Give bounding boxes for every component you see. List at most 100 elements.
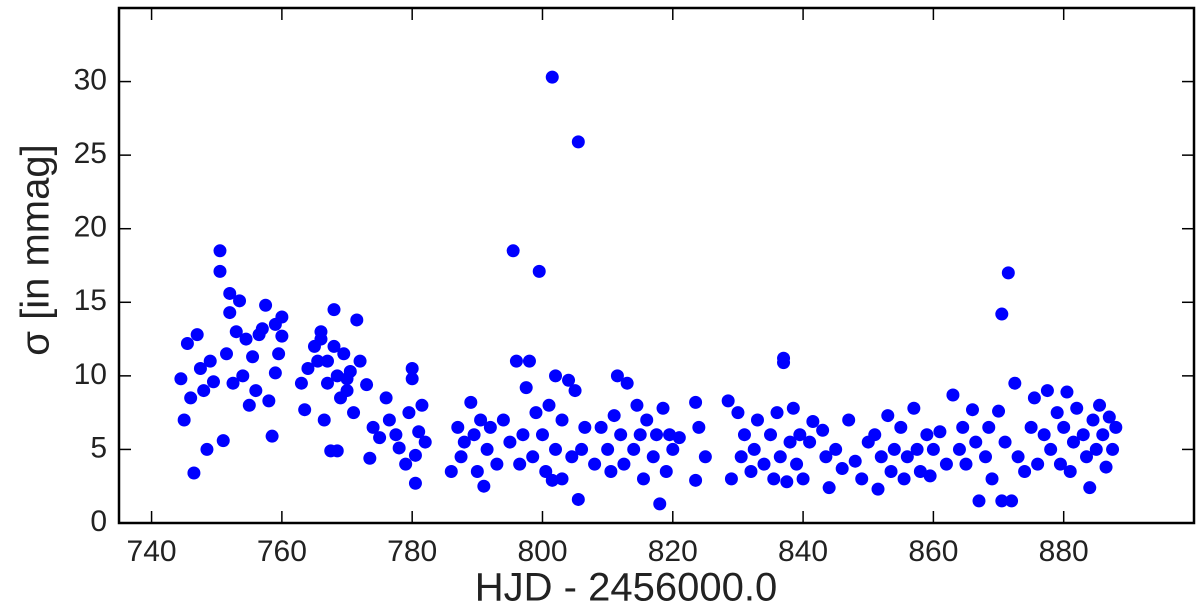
point	[734, 450, 748, 464]
point	[868, 428, 882, 442]
point	[549, 442, 563, 456]
point	[1008, 376, 1022, 390]
point	[340, 384, 354, 398]
point	[1063, 465, 1077, 478]
point	[636, 472, 650, 486]
point	[998, 435, 1012, 449]
point	[246, 350, 260, 364]
point	[337, 347, 351, 361]
point	[731, 406, 745, 420]
point	[562, 373, 576, 387]
point	[412, 425, 426, 439]
point	[979, 450, 993, 464]
point	[229, 325, 243, 339]
point	[535, 428, 549, 442]
y-tick-label: 15	[74, 284, 107, 317]
point	[848, 454, 862, 468]
point	[1018, 465, 1032, 478]
point	[724, 472, 738, 486]
x-axis-label: HJD - 2456000.0	[475, 566, 777, 608]
point	[405, 372, 419, 386]
point	[382, 413, 396, 427]
point	[568, 384, 582, 398]
point	[317, 413, 331, 427]
point	[480, 442, 494, 456]
point	[1083, 481, 1097, 495]
x-tick-label: 840	[778, 535, 828, 568]
point	[180, 336, 194, 350]
point	[939, 457, 953, 471]
point	[887, 442, 901, 456]
point	[666, 442, 680, 456]
point	[982, 420, 996, 434]
point	[1099, 460, 1113, 474]
point	[327, 303, 341, 317]
point	[646, 450, 660, 464]
point	[672, 431, 686, 445]
point	[614, 428, 628, 442]
point	[555, 472, 569, 486]
point	[630, 398, 644, 412]
point	[588, 457, 602, 471]
x-tick-label: 880	[1039, 535, 1089, 568]
point	[959, 457, 973, 471]
point	[842, 413, 856, 427]
point	[744, 465, 758, 478]
point	[451, 420, 465, 434]
point	[952, 442, 966, 456]
point	[571, 492, 585, 506]
point	[640, 413, 654, 427]
point	[265, 429, 279, 443]
point	[894, 420, 908, 434]
point	[379, 391, 393, 405]
x-tick-label: 820	[648, 535, 698, 568]
point	[549, 369, 563, 383]
point	[454, 450, 468, 464]
point	[910, 442, 924, 456]
point	[526, 450, 540, 464]
point	[301, 362, 315, 375]
point	[532, 264, 546, 278]
point	[972, 494, 986, 508]
point	[946, 388, 960, 402]
point	[565, 450, 579, 464]
point	[663, 428, 677, 442]
point	[1044, 442, 1058, 456]
point	[242, 398, 256, 412]
point	[1005, 494, 1019, 508]
point	[363, 451, 377, 465]
point	[965, 403, 979, 417]
point	[444, 465, 458, 478]
y-tick-label: 10	[74, 358, 107, 391]
point	[855, 472, 869, 486]
point	[216, 434, 230, 448]
point	[933, 425, 947, 439]
point	[275, 329, 289, 343]
point	[907, 401, 921, 415]
point	[571, 135, 585, 149]
point	[617, 457, 631, 471]
plot-frame	[117, 6, 1196, 525]
point	[311, 354, 325, 368]
point	[770, 406, 784, 420]
point	[174, 372, 188, 386]
point	[519, 381, 533, 395]
point	[926, 442, 940, 456]
point	[1066, 435, 1080, 449]
point	[399, 457, 413, 471]
point	[389, 428, 403, 442]
point	[1093, 398, 1107, 412]
point	[223, 306, 237, 320]
point	[213, 244, 227, 258]
point	[223, 286, 237, 300]
point	[689, 473, 703, 487]
point	[415, 398, 429, 412]
point	[610, 369, 624, 383]
point	[601, 442, 615, 456]
point	[236, 369, 250, 383]
point	[213, 264, 227, 278]
point	[187, 466, 201, 480]
point	[578, 420, 592, 434]
point	[522, 354, 536, 368]
point	[392, 441, 406, 455]
